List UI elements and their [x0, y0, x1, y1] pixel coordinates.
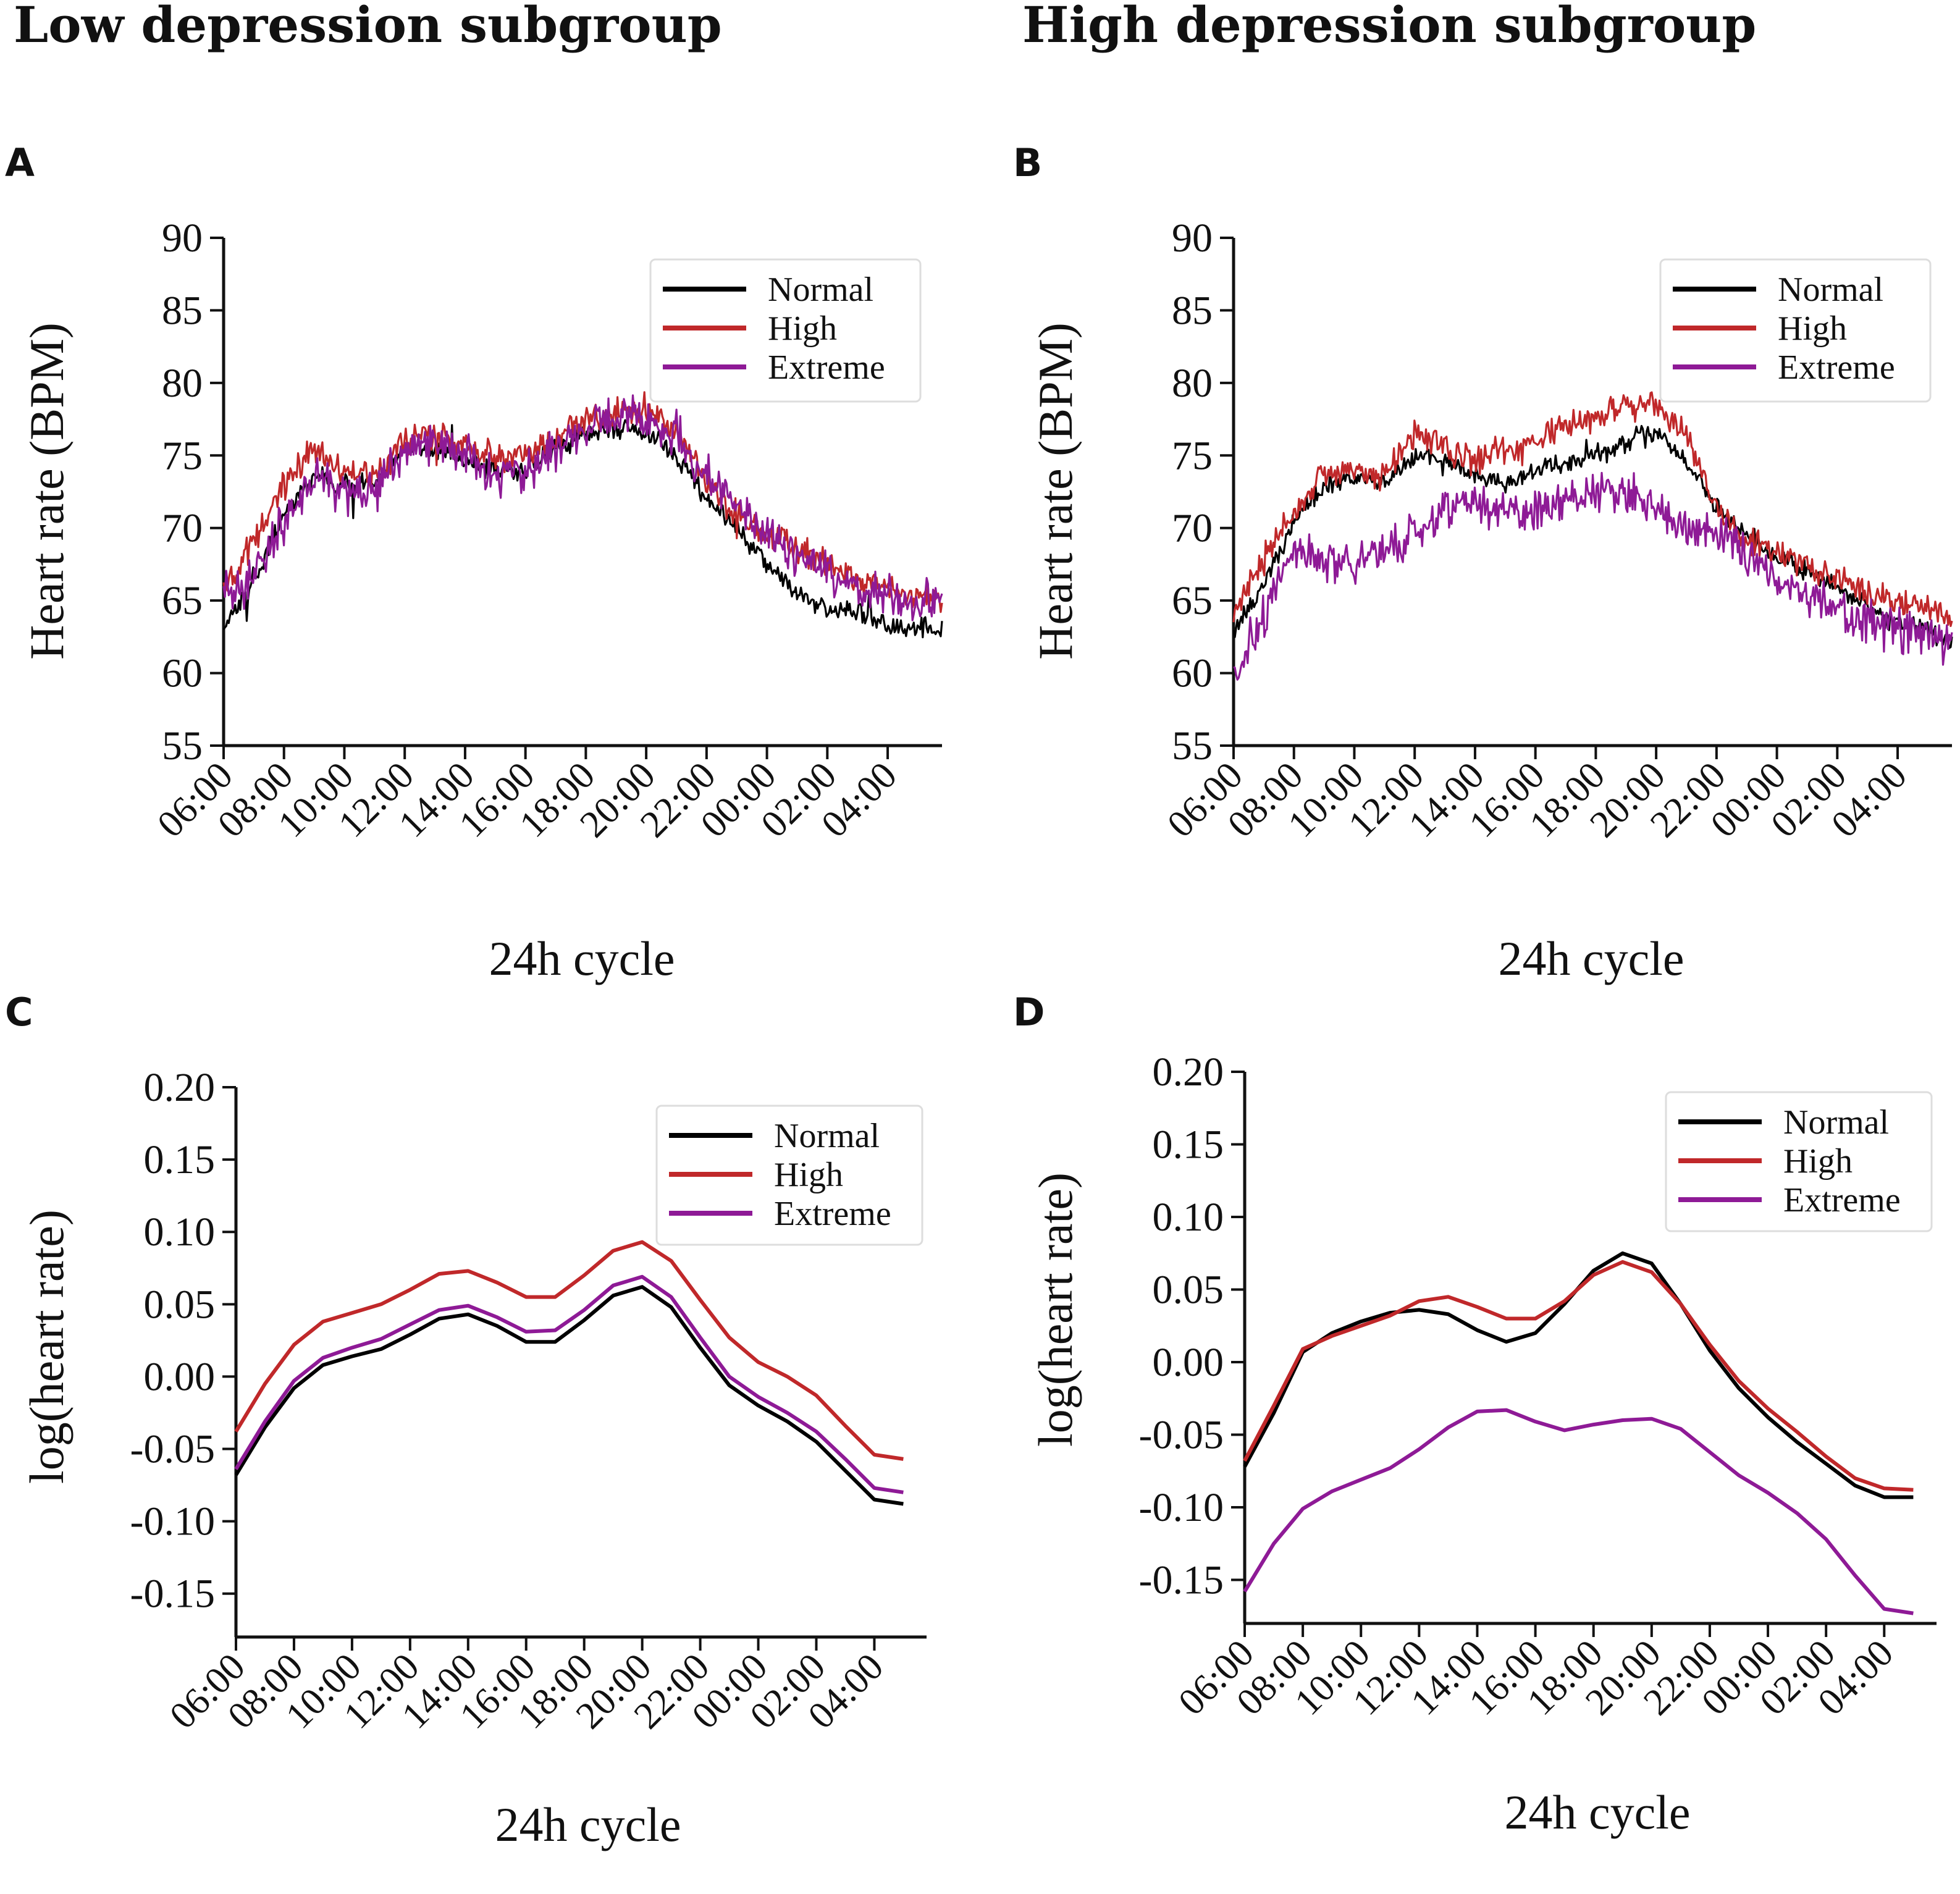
panel-c-ytick-label: 0.20: [144, 1065, 216, 1110]
panel-c-ytick-label: -0.05: [130, 1427, 215, 1472]
panel-c-xlabel: 24h cycle: [495, 1798, 681, 1851]
panel-c-letter: C: [5, 990, 33, 1035]
panel-b-ylabel: Heart rate (BPM): [1028, 322, 1082, 660]
panel-a-letter: A: [5, 140, 35, 185]
panel-b-ytick-label: 65: [1172, 578, 1213, 623]
panel-d-legend: [1665, 1091, 1933, 1232]
panel-b-letter: B: [1013, 140, 1042, 185]
left-subgroup-title: Low depression subgroup: [14, 0, 722, 54]
panel-a-ytick-label: 65: [162, 578, 203, 623]
panel-a-ytick-label: 55: [162, 723, 203, 768]
panel-b-ytick-label: 75: [1172, 433, 1213, 478]
panel-d-ytick-label: 0.20: [1153, 1050, 1224, 1095]
panel-d-series-extreme: [1243, 1408, 1914, 1615]
panel-b-legend-label-normal: Normal: [1778, 271, 1883, 309]
panel-b-series-extreme: [1233, 471, 1953, 681]
panel-a-legend-label-normal: Normal: [768, 271, 873, 309]
panel-b-ytick-label: 55: [1172, 723, 1213, 768]
panel-d-ytick-label: 0.10: [1153, 1195, 1224, 1240]
panel-a-ytick-label: 60: [162, 651, 203, 696]
panel-a: A Heart rate (BPM) 24h cycle 55 60 65 70 75 8…: [5, 140, 943, 985]
panel-c-legend-label-normal: Normal: [774, 1117, 880, 1155]
panel-d-ytick-label: -0.15: [1139, 1558, 1224, 1603]
panel-d-ytick-label: -0.10: [1139, 1485, 1224, 1530]
panel-d-ytick-label: -0.05: [1139, 1413, 1224, 1458]
panel-a-ytick-label: 85: [162, 288, 203, 333]
panel-d-ytick-label: 0.00: [1153, 1340, 1224, 1385]
panel-b-ytick-label: 80: [1172, 361, 1213, 406]
panel-d-legend-label-high: High: [1783, 1142, 1853, 1181]
panel-a-ytick-label: 70: [162, 506, 203, 551]
panel-c-ylabel: log(heart rate): [20, 1210, 74, 1484]
panel-a-ytick-label: 90: [162, 216, 203, 261]
panel-b-ytick-label: 60: [1172, 651, 1213, 696]
panel-c-legend: [655, 1105, 923, 1246]
panel-c: C log(heart rate) 24h cycle -0.15 -0.10 -0…: [5, 990, 927, 1851]
panel-b-series-high: [1232, 391, 1953, 628]
panel-d-ytick-label: 0.05: [1153, 1268, 1224, 1313]
panel-c-ytick-label: -0.15: [130, 1572, 215, 1617]
panel-b-ytick-label: 70: [1172, 506, 1213, 551]
panel-c-ytick-label: 0.15: [144, 1137, 216, 1182]
panel-d-ytick-label: 0.15: [1153, 1122, 1224, 1168]
panel-c-ytick-label: -0.10: [130, 1499, 215, 1544]
panel-b-ytick-label: 85: [1172, 288, 1213, 333]
panel-d-xlabel: 24h cycle: [1504, 1785, 1690, 1839]
panel-c-series-extreme: [234, 1274, 904, 1494]
panel-b-ytick-label: 90: [1172, 216, 1213, 261]
panel-b-legend-label-high: High: [1778, 309, 1847, 348]
panel-d-ylabel: log(heart rate): [1028, 1172, 1082, 1447]
panel-c-legend-label-extreme: Extreme: [774, 1195, 891, 1233]
panel-d-letter: D: [1013, 990, 1045, 1035]
panel-a-legend-label-high: High: [768, 309, 837, 348]
panel-d-legend-label-normal: Normal: [1783, 1103, 1889, 1142]
panel-b-legend-label-extreme: Extreme: [1778, 348, 1895, 387]
panel-d: D log(heart rate) 24h cycle -0.15 -0.10 -0…: [1013, 990, 1937, 1839]
panel-a-legend-label-extreme: Extreme: [768, 348, 885, 387]
panel-c-ytick-label: 0.00: [144, 1354, 216, 1399]
panel-d-series-high: [1243, 1260, 1914, 1492]
panel-a-series-extreme: [222, 394, 943, 621]
panel-c-ytick-label: 0.05: [144, 1282, 216, 1327]
panel-a-ytick-label: 75: [162, 433, 203, 478]
panel-a-series-high: [222, 391, 943, 613]
panel-c-series-high: [234, 1240, 904, 1461]
panel-a-ylabel: Heart rate (BPM): [20, 322, 74, 660]
panel-a-ytick-label: 80: [162, 361, 203, 406]
right-subgroup-title: High depression subgroup: [1022, 0, 1756, 54]
panel-a-xlabel: 24h cycle: [489, 932, 675, 985]
panel-c-series-normal: [234, 1285, 904, 1506]
panel-a-series-normal: [222, 419, 943, 639]
panel-d-legend-label-extreme: Extreme: [1783, 1181, 1901, 1219]
panel-c-ytick-label: 0.10: [144, 1210, 216, 1255]
panel-b-series-normal: [1232, 424, 1953, 649]
panel-b: B Heart rate (BPM) 24h cycle 55 60 65 70 75 8…: [1013, 140, 1953, 985]
panel-c-legend-label-high: High: [774, 1156, 843, 1194]
panel-b-xlabel: 24h cycle: [1498, 932, 1684, 985]
